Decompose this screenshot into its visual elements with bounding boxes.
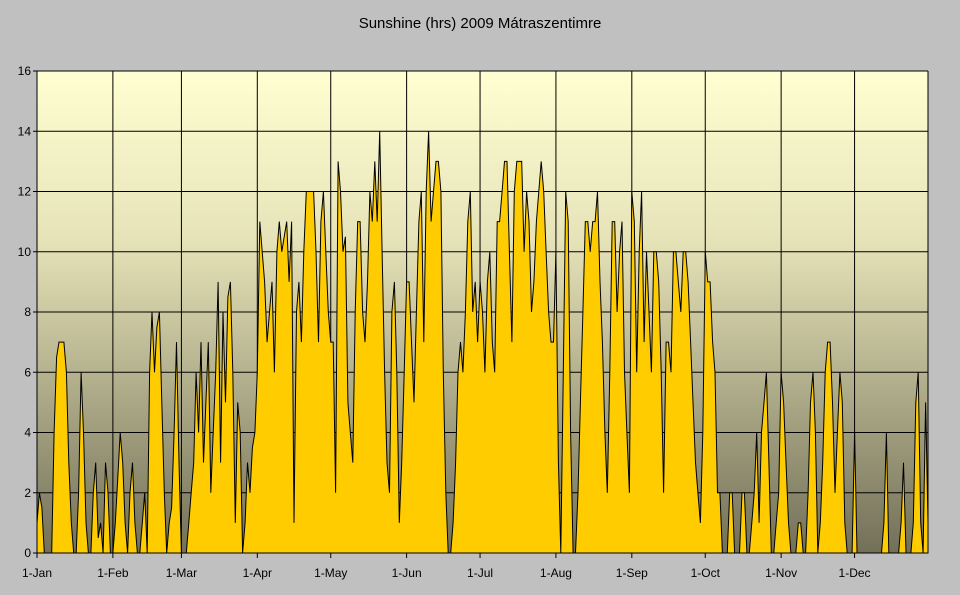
y-tick-label: 10: [18, 245, 32, 259]
x-tick-label: 1-Dec: [839, 566, 871, 580]
x-tick-label: 1-Feb: [97, 566, 129, 580]
y-tick-label: 14: [18, 124, 32, 138]
y-tick-label: 6: [24, 365, 31, 379]
x-tick-label: 1-May: [314, 566, 347, 580]
x-tick-label: 1-Apr: [243, 566, 272, 580]
x-tick-label: 1-Aug: [540, 566, 572, 580]
x-tick-label: 1-Jan: [22, 566, 52, 580]
chart-title: Sunshine (hrs) 2009 Mátraszentimre: [358, 15, 602, 32]
x-tick-label: 1-Jun: [392, 566, 422, 580]
y-tick-label: 2: [24, 486, 31, 500]
x-tick-label: 1-Mar: [166, 566, 197, 580]
x-tick-label: 1-Nov: [765, 566, 797, 580]
y-tick-label: 4: [24, 426, 31, 440]
x-tick-label: 1-Sep: [616, 566, 648, 580]
y-tick-label: 16: [18, 64, 32, 78]
y-tick-label: 8: [24, 305, 31, 319]
y-tick-label: 0: [24, 546, 31, 560]
y-tick-label: 12: [18, 185, 32, 199]
x-tick-label: 1-Jul: [467, 566, 493, 580]
x-tick-label: 1-Oct: [691, 566, 721, 580]
